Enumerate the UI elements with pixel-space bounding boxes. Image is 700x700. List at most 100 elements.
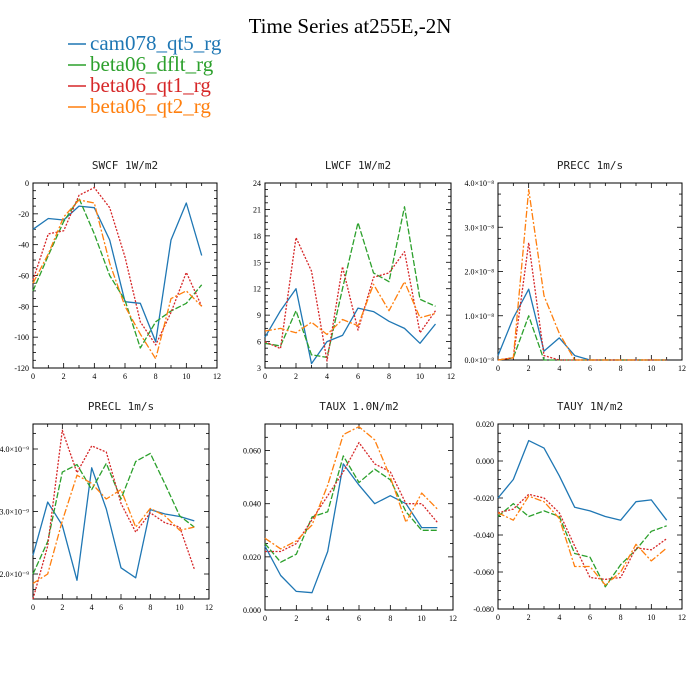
series-line-beta06_dflt_rg bbox=[264, 206, 436, 359]
legend-entry: cam078_qt5_rg bbox=[90, 31, 222, 55]
x-tick-label: 6 bbox=[357, 614, 361, 623]
series-line-beta06_dflt_rg bbox=[32, 452, 195, 575]
series-line-cam078_qt5_rg bbox=[32, 202, 203, 343]
series-line-beta06_dflt_rg bbox=[264, 455, 438, 563]
series-line-beta06_qt1_rg bbox=[264, 236, 437, 362]
y-tick-label: 0.060 bbox=[243, 447, 261, 456]
y-tick-label: 0.0×10⁻⁸ bbox=[464, 356, 494, 365]
y-tick-label: 12 bbox=[253, 285, 261, 294]
x-tick-label: 8 bbox=[154, 372, 158, 381]
x-tick-label: 8 bbox=[619, 613, 623, 622]
plot-frame bbox=[497, 423, 683, 610]
chart-panel: TAUX 1.0N/m2 0 2 4 6 8 10 12 0.000 0.020 0.040 0.06… bbox=[243, 400, 457, 623]
y-tick-label: 21 bbox=[253, 205, 261, 214]
series-line-beta06_qt2_rg bbox=[264, 426, 438, 550]
x-tick-label: 0 bbox=[31, 603, 35, 612]
series-line-beta06_qt1_rg bbox=[497, 493, 668, 581]
plot-frame bbox=[32, 182, 218, 369]
series-line-beta06_qt1_rg bbox=[497, 242, 667, 361]
x-tick-label: 0 bbox=[263, 614, 267, 623]
y-tick-label: 18 bbox=[253, 232, 261, 241]
legend-entry: beta06_qt1_rg bbox=[90, 73, 211, 97]
series-line-beta06_dflt_rg bbox=[497, 502, 667, 588]
x-tick-label: 10 bbox=[418, 614, 426, 623]
x-tick-label: 0 bbox=[496, 613, 500, 622]
y-tick-label: -20 bbox=[18, 210, 29, 219]
series-line-beta06_dflt_rg bbox=[497, 315, 667, 361]
y-tick-label: 3 bbox=[257, 364, 261, 373]
chart-panels: SWCF 1W/m20 2 4 6 8 10 12-120-100-80-60-40-200… bbox=[0, 159, 686, 623]
series-line-cam078_qt5_rg bbox=[264, 463, 438, 594]
chart-panel: PRECL 1m/s 0 2 4 6 8 10 12 2.0×10⁻⁹ 3.0×10⁻⁹ 4.0×1… bbox=[0, 400, 213, 612]
y-tick-label: -0.040 bbox=[473, 531, 494, 540]
x-tick-label: 8 bbox=[619, 364, 623, 373]
x-tick-label: 10 bbox=[647, 364, 655, 373]
y-tick-label: -0.080 bbox=[473, 605, 494, 614]
y-tick-label: -80 bbox=[18, 302, 29, 311]
figure-title: Time Series at255E,-2N bbox=[249, 14, 452, 38]
series-line-cam078_qt5_rg bbox=[497, 439, 668, 521]
x-tick-label: 8 bbox=[387, 372, 391, 381]
x-tick-label: 6 bbox=[119, 603, 123, 612]
x-tick-label: 10 bbox=[416, 372, 424, 381]
y-tick-label: 0 bbox=[25, 179, 29, 188]
y-tick-label: -60 bbox=[18, 272, 29, 281]
x-tick-label: 8 bbox=[148, 603, 152, 612]
series-line-beta06_dflt_rg bbox=[32, 197, 203, 349]
x-tick-label: 12 bbox=[678, 613, 686, 622]
x-tick-label: 2 bbox=[60, 603, 64, 612]
legend: cam078_qt5_rgbeta06_dflt_rgbeta06_qt1_rg… bbox=[68, 31, 222, 118]
y-tick-label: 0.020 bbox=[243, 553, 261, 562]
panel-title: TAUY 1N/m2 bbox=[557, 400, 623, 413]
panel-title: PRECC 1m/s bbox=[557, 159, 623, 172]
y-tick-label: 4.0×10⁻⁸ bbox=[464, 179, 494, 188]
y-tick-label: 0.040 bbox=[243, 500, 261, 509]
x-tick-label: 4 bbox=[325, 372, 329, 381]
series-line-beta06_qt1_rg bbox=[265, 441, 438, 553]
panel-title: PRECL 1m/s bbox=[88, 400, 154, 413]
series-line-beta06_qt1_rg bbox=[32, 186, 203, 346]
series-line-cam078_qt5_rg bbox=[497, 288, 667, 361]
x-tick-label: 0 bbox=[496, 364, 500, 373]
x-tick-label: 10 bbox=[647, 613, 655, 622]
series-line-cam078_qt5_rg bbox=[264, 288, 437, 365]
x-tick-label: 2 bbox=[294, 372, 298, 381]
y-tick-label: 0.000 bbox=[476, 457, 494, 466]
y-tick-label: 3.0×10⁻⁹ bbox=[0, 508, 29, 517]
x-tick-label: 2 bbox=[527, 613, 531, 622]
y-tick-label: 24 bbox=[253, 179, 261, 188]
series-line-beta06_qt2_rg bbox=[264, 281, 436, 336]
x-tick-label: 12 bbox=[449, 614, 457, 623]
y-tick-label: 6 bbox=[257, 338, 261, 347]
x-tick-label: 12 bbox=[205, 603, 213, 612]
y-tick-label: 9 bbox=[257, 311, 261, 320]
x-tick-label: 4 bbox=[90, 603, 94, 612]
plot-frame bbox=[264, 423, 454, 611]
series-line-beta06_qt2_rg bbox=[32, 199, 203, 360]
x-tick-label: 2 bbox=[294, 614, 298, 623]
panel-title: SWCF 1W/m2 bbox=[92, 159, 158, 172]
x-tick-label: 4 bbox=[557, 613, 561, 622]
y-tick-label: -0.020 bbox=[473, 494, 494, 503]
x-tick-label: 6 bbox=[123, 372, 127, 381]
x-tick-label: 4 bbox=[557, 364, 561, 373]
chart-panel: TAUY 1N/m2 0 2 4 6 8 10 12 -0.080 -0.060 -0.040 -0.… bbox=[473, 400, 686, 622]
series-line-beta06_qt2_rg bbox=[497, 188, 667, 361]
x-tick-label: 4 bbox=[92, 372, 96, 381]
y-tick-label: 2.0×10⁻⁹ bbox=[0, 570, 29, 579]
y-tick-label: -0.060 bbox=[473, 568, 494, 577]
y-tick-label: 0.000 bbox=[243, 606, 261, 615]
series-line-beta06_qt2_rg bbox=[32, 474, 195, 584]
x-tick-label: 6 bbox=[356, 372, 360, 381]
y-tick-label: 4.0×10⁻⁹ bbox=[0, 445, 29, 454]
series-line-beta06_qt1_rg bbox=[32, 429, 195, 600]
plot-frame bbox=[497, 182, 683, 361]
series-line-cam078_qt5_rg bbox=[32, 467, 195, 581]
x-tick-label: 10 bbox=[176, 603, 184, 612]
x-tick-label: 0 bbox=[31, 372, 35, 381]
y-tick-label: -120 bbox=[14, 364, 29, 373]
y-tick-label: 1.0×10⁻⁸ bbox=[464, 312, 494, 321]
x-tick-label: 2 bbox=[62, 372, 66, 381]
